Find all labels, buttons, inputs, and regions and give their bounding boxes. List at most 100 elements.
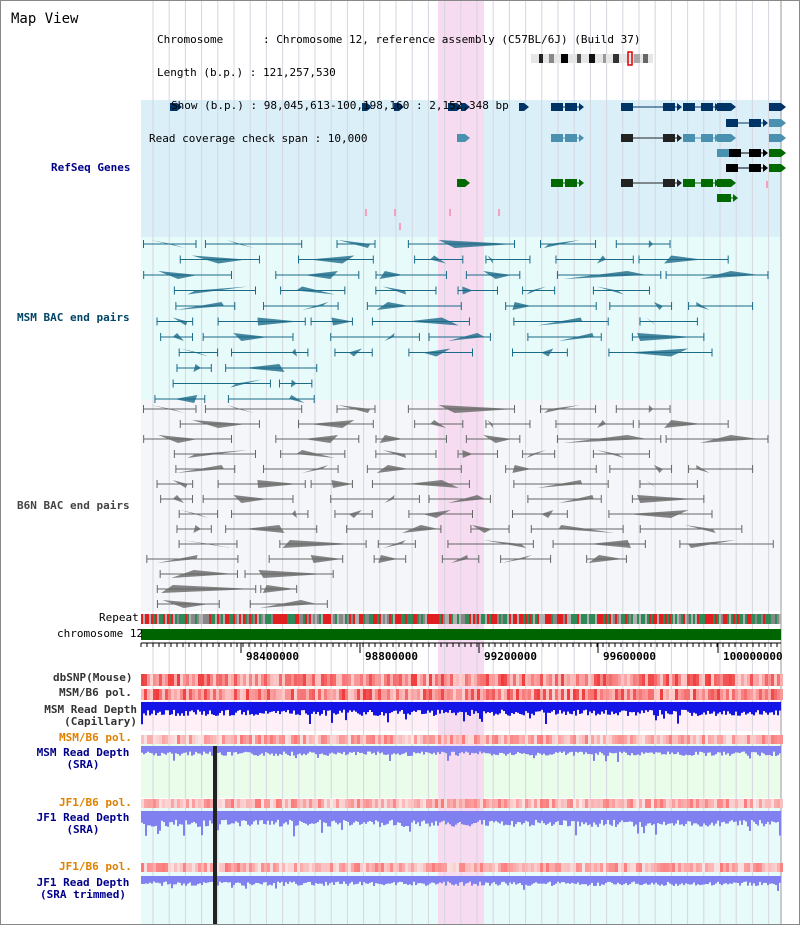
depth-bar-msm-sra	[693, 746, 695, 755]
depth-bar-msm-sra	[235, 746, 237, 753]
depth-bar-msm-sra	[593, 746, 595, 761]
msm-b6-pol-strip-2	[726, 735, 729, 744]
depth-bar-jf1-trim	[653, 876, 655, 885]
depth-bar-jf1-sra	[527, 811, 529, 822]
gene-arrow	[457, 103, 462, 111]
depth-bar-jf1-trim	[411, 876, 413, 886]
msm-b6-pol-strip-2	[420, 735, 423, 744]
depth-bar-jf1-trim	[277, 876, 279, 882]
msm-b6-pol-strip-2	[147, 735, 150, 744]
repeat-block	[753, 614, 755, 624]
depth-bar-capillary	[299, 702, 301, 716]
depth-bar-jf1-sra	[673, 811, 675, 826]
track-label-msm-b6-pol-2[interactable]: MSM/B6 pol.	[59, 731, 132, 744]
msm-b6-pol-strip-2	[759, 735, 762, 744]
jf1-b6-pol-strip-2	[417, 863, 420, 872]
depth-bar-capillary	[485, 702, 487, 714]
msm-bac-marker	[448, 333, 485, 341]
repeat-block	[517, 614, 519, 624]
depth-bar-jf1-sra	[775, 811, 777, 823]
repeat-block	[697, 614, 699, 624]
msm-b6-pol-strip-2	[624, 735, 627, 744]
depth-bar-jf1-sra	[487, 811, 489, 826]
gene-exon	[621, 179, 633, 187]
depth-bar-jf1-sra	[173, 811, 175, 825]
track-label-jf1-depth-trim[interactable]: JF1 Read Depth (SRA trimmed)	[29, 877, 137, 901]
depth-bar-jf1-sra	[603, 811, 605, 826]
depth-bar-jf1-trim	[737, 876, 739, 883]
jf1-b6-pol-strip-2	[363, 863, 366, 872]
dbsnp-strip	[366, 674, 369, 686]
depth-bar-jf1-sra	[761, 811, 763, 824]
gene-arrow	[677, 103, 682, 111]
jf1-b6-pol-strip	[654, 799, 657, 808]
jf1-b6-pol-strip-2	[204, 863, 207, 872]
jf1-b6-pol-strip	[219, 799, 222, 808]
depth-bar-msm-sra	[491, 746, 493, 756]
gene-exon	[726, 119, 738, 127]
msm-bac-marker	[172, 317, 188, 326]
msm-b6-pol-strip-2	[336, 735, 339, 744]
track-label-msm-bac[interactable]: MSM BAC end pairs	[17, 311, 130, 324]
b6n-bac-marker	[483, 540, 527, 548]
depth-bar-capillary	[549, 702, 551, 713]
repeat-block	[673, 614, 675, 624]
depth-bar-capillary	[571, 702, 573, 715]
depth-bar-jf1-sra	[659, 811, 661, 824]
jf1-b6-pol-strip	[441, 799, 444, 808]
track-label-refseq[interactable]: RefSeq Genes	[51, 161, 131, 174]
depth-bar-jf1-sra	[175, 811, 177, 820]
depth-bar-capillary	[253, 702, 255, 716]
repeat-block	[589, 614, 591, 624]
depth-bar-jf1-sra	[307, 811, 309, 826]
depth-bar-jf1-sra	[195, 811, 197, 824]
repeat-block	[525, 614, 527, 624]
jf1-b6-pol-strip	[156, 799, 159, 808]
jf1-b6-pol-strip	[528, 799, 531, 808]
depth-bar-jf1-sra	[399, 811, 401, 823]
ruler-tick-label: 100000000	[723, 650, 783, 663]
jf1-b6-pol-strip-2	[198, 863, 201, 872]
depth-bar-jf1-sra	[441, 811, 443, 822]
repeat-block	[529, 614, 531, 624]
track-label-jf1-depth-sra[interactable]: JF1 Read Depth (SRA)	[29, 812, 137, 836]
jf1-b6-pol-strip-2	[588, 863, 591, 872]
depth-bar-capillary	[673, 702, 675, 711]
depth-bar-capillary	[747, 702, 749, 714]
msm-b6-pol-strip-2	[378, 735, 381, 744]
repeat-block	[189, 614, 191, 624]
msm-b6-pol-strip-2	[657, 735, 660, 744]
track-label-jf1-b6-pol[interactable]: JF1/B6 pol.	[59, 796, 132, 809]
dbsnp-strip	[297, 674, 300, 686]
depth-bar-msm-sra	[159, 746, 161, 756]
msm-b6-pol-strip	[372, 689, 375, 700]
repeat-block	[615, 614, 617, 624]
depth-bar-jf1-trim	[595, 876, 597, 886]
track-label-msm-depth-cap[interactable]: MSM Read Depth (Capillary)	[29, 704, 137, 728]
dbsnp-strip	[264, 674, 267, 686]
track-label-jf1-b6-pol-2[interactable]: JF1/B6 pol.	[59, 860, 132, 873]
depth-bar-msm-sra	[589, 746, 591, 755]
depth-bar-jf1-sra	[433, 811, 435, 826]
depth-bar-jf1-sra	[497, 811, 499, 823]
b6n-bac-marker	[645, 480, 656, 488]
depth-bar-jf1-sra	[223, 811, 225, 821]
depth-bar-jf1-sra	[305, 811, 307, 824]
depth-bar-jf1-trim	[765, 876, 767, 883]
depth-bar-capillary	[697, 702, 699, 716]
depth-bar-jf1-sra	[671, 811, 673, 824]
track-label-msm-depth-sra[interactable]: MSM Read Depth (SRA)	[29, 747, 137, 771]
repeat-block	[377, 614, 379, 624]
track-label-dbsnp[interactable]: dbSNP(Mouse)	[53, 671, 133, 684]
track-label-b6n-bac[interactable]: B6N BAC end pairs	[17, 499, 130, 512]
track-label-msm-b6-pol[interactable]: MSM/B6 pol.	[59, 686, 132, 699]
msm-b6-pol-strip-2	[633, 735, 636, 744]
msm-b6-pol-strip	[672, 689, 675, 700]
gene-exon	[701, 179, 713, 187]
depth-bar-jf1-sra	[623, 811, 625, 823]
depth-bar-jf1-sra	[193, 811, 195, 822]
msm-b6-pol-strip	[321, 689, 324, 700]
msm-b6-pol-strip	[363, 689, 366, 700]
depth-bar-capillary	[635, 702, 637, 716]
